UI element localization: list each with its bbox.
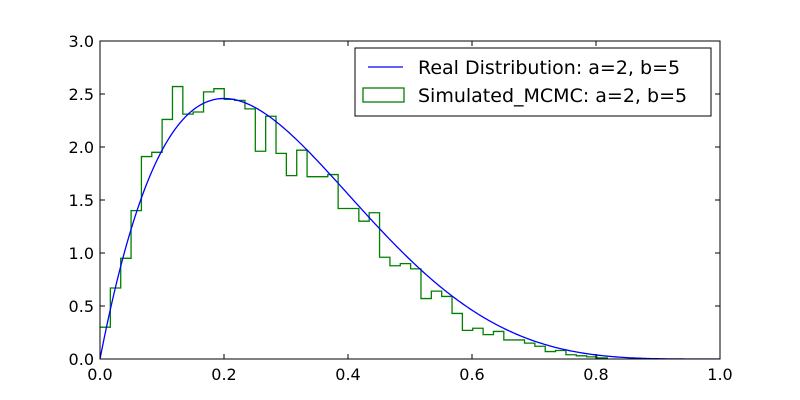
x-tick-label: 0.6 [459, 365, 484, 384]
real-distribution-curve [100, 97, 720, 359]
simulated-histogram-step-line [100, 85, 608, 359]
y-tick-label: 1.0 [69, 244, 94, 263]
x-tick-label: 0.0 [87, 365, 112, 384]
x-tick-label: 0.8 [583, 365, 608, 384]
legend-patch-simulated [362, 87, 405, 103]
y-tick-label: 2.5 [69, 85, 94, 104]
legend-box [354, 47, 712, 117]
y-tick-label: 3.0 [69, 32, 94, 51]
y-tick-label: 2.0 [69, 138, 94, 157]
legend: Real Distribution: a=2, b=5 Simulated_MCM… [354, 47, 712, 117]
x-tick-label: 0.2 [211, 365, 236, 384]
y-tick-label: 1.5 [69, 191, 94, 210]
legend-label-simulated: Simulated_MCMC: a=2, b=5 [418, 85, 687, 107]
legend-label-real: Real Distribution: a=2, b=5 [418, 57, 680, 79]
plot-area [100, 85, 720, 359]
y-tick-label: 0.0 [69, 350, 94, 369]
y-tick-label: 0.5 [69, 297, 94, 316]
x-tick-label: 0.4 [335, 365, 360, 384]
x-tick-label: 1.0 [707, 365, 732, 384]
axes: 0.0 0.2 0.4 0.6 0.8 1.0 0.0 0.5 1.0 1.5 2.0 2.5 3.0 [69, 32, 733, 384]
